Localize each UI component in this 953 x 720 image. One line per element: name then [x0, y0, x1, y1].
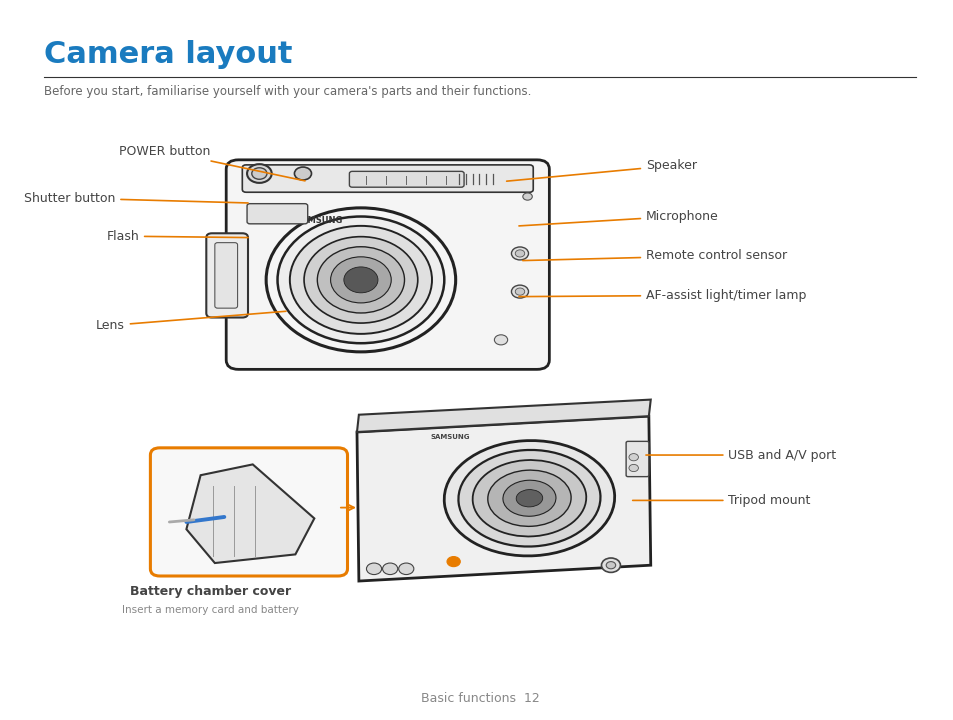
Circle shape	[511, 285, 528, 298]
Text: Lens: Lens	[96, 311, 286, 332]
Circle shape	[628, 454, 638, 461]
Circle shape	[304, 237, 417, 323]
FancyBboxPatch shape	[349, 171, 463, 187]
Ellipse shape	[487, 470, 571, 526]
FancyBboxPatch shape	[247, 204, 308, 224]
Circle shape	[600, 558, 619, 572]
Ellipse shape	[516, 490, 542, 507]
Text: USB and A/V port: USB and A/V port	[645, 449, 836, 462]
Circle shape	[331, 257, 391, 303]
Circle shape	[494, 335, 507, 345]
Text: Before you start, familiarise yourself with your camera's parts and their functi: Before you start, familiarise yourself w…	[44, 85, 531, 98]
FancyBboxPatch shape	[625, 441, 648, 477]
Text: SAMSUNG: SAMSUNG	[430, 434, 469, 440]
Circle shape	[277, 217, 444, 343]
Text: Battery chamber cover: Battery chamber cover	[130, 585, 291, 598]
Circle shape	[382, 563, 397, 575]
Circle shape	[447, 557, 459, 567]
Circle shape	[605, 562, 615, 569]
Ellipse shape	[458, 450, 599, 546]
Circle shape	[343, 267, 377, 293]
Text: SAMSUNG: SAMSUNG	[295, 216, 342, 225]
Text: Speaker: Speaker	[506, 159, 697, 181]
FancyBboxPatch shape	[226, 160, 549, 369]
FancyBboxPatch shape	[214, 243, 237, 308]
Circle shape	[252, 168, 267, 179]
Circle shape	[317, 247, 404, 313]
FancyBboxPatch shape	[151, 448, 347, 576]
Text: Tripod mount: Tripod mount	[632, 494, 810, 507]
Polygon shape	[356, 400, 650, 432]
Circle shape	[522, 193, 532, 200]
Text: Insert a memory card and battery: Insert a memory card and battery	[122, 605, 298, 615]
Circle shape	[366, 563, 381, 575]
Text: Microphone: Microphone	[518, 210, 718, 226]
Text: Flash: Flash	[106, 230, 248, 243]
Text: POWER button: POWER button	[118, 145, 305, 181]
Ellipse shape	[502, 480, 556, 516]
Polygon shape	[186, 464, 314, 563]
Circle shape	[511, 247, 528, 260]
Text: AF-assist light/timer lamp: AF-assist light/timer lamp	[518, 289, 805, 302]
Ellipse shape	[472, 460, 586, 536]
Polygon shape	[356, 416, 650, 581]
FancyBboxPatch shape	[206, 233, 248, 318]
Circle shape	[398, 563, 414, 575]
Ellipse shape	[444, 441, 614, 556]
Circle shape	[294, 167, 312, 180]
Circle shape	[515, 250, 524, 257]
FancyBboxPatch shape	[242, 165, 533, 192]
Circle shape	[628, 464, 638, 472]
Text: Camera layout: Camera layout	[44, 40, 293, 68]
Text: Basic functions  12: Basic functions 12	[420, 692, 539, 705]
Text: Remote control sensor: Remote control sensor	[522, 249, 786, 262]
Circle shape	[247, 164, 272, 183]
Circle shape	[290, 226, 432, 334]
Circle shape	[515, 288, 524, 295]
Text: Shutter button: Shutter button	[24, 192, 248, 204]
